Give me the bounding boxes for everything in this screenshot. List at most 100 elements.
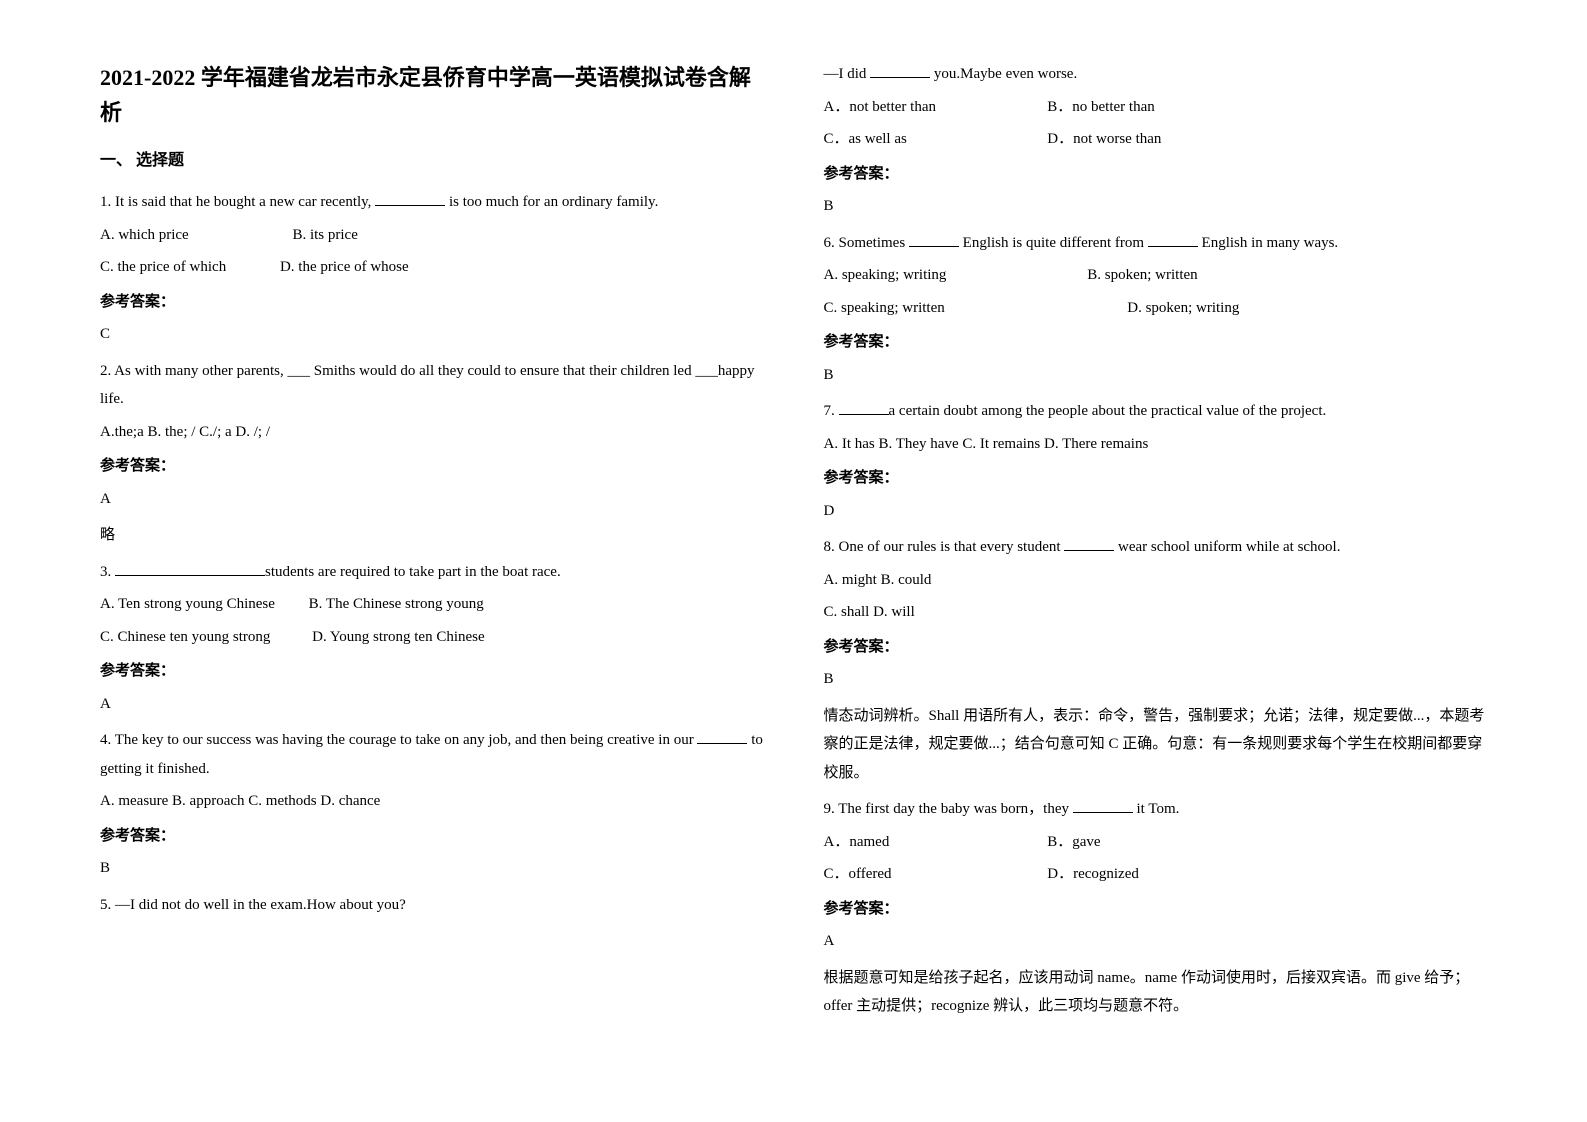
question-3: 3. students are required to take part in… — [100, 558, 764, 719]
q4-stem: 4. The key to our success was having the… — [100, 726, 764, 783]
answer-label: 参考答案： — [100, 657, 764, 686]
q6-opt-d: D. spoken; writing — [1127, 300, 1239, 316]
q1-opt-a: A. which price — [100, 221, 189, 250]
answer-label: 参考答案： — [824, 328, 1488, 357]
section-header: 一、 选择题 — [100, 146, 764, 170]
answer-label: 参考答案： — [824, 160, 1488, 189]
q3-answer: A — [100, 690, 764, 719]
q8-text-b: wear school uniform while at school. — [1114, 539, 1340, 555]
q9-explanation: 根据题意可知是给孩子起名，应该用动词 name。name 作动词使用时，后接双宾… — [824, 964, 1488, 1021]
question-5-part2: —I did you.Maybe even worse. A．not bette… — [824, 60, 1488, 221]
q3-text-a: 3. — [100, 564, 115, 580]
q1-opt-c: C. the price of which — [100, 253, 226, 282]
q6-text-b: English is quite different from — [959, 235, 1148, 251]
q8-answer: B — [824, 665, 1488, 694]
answer-label: 参考答案： — [100, 822, 764, 851]
q9-opt-c: C．offered — [824, 860, 1044, 889]
q5-line2a: —I did — [824, 66, 871, 82]
q1-opt-b: B. its price — [292, 221, 357, 250]
q2-options: A.the;a B. the; / C./; a D. /; / — [100, 418, 764, 447]
q5-options-row1: A．not better than B．no better than — [824, 93, 1488, 122]
q3-opt-b: B. The Chinese strong young — [309, 590, 484, 619]
q5-opt-b: B．no better than — [1047, 99, 1154, 115]
q6-options-row1: A. speaking; writing B. spoken; written — [824, 261, 1488, 290]
q6-text-c: English in many ways. — [1198, 235, 1338, 251]
question-2: 2. As with many other parents, ___ Smith… — [100, 357, 764, 550]
q5-opt-c: C．as well as — [824, 125, 1044, 154]
question-9: 9. The first day the baby was born，they … — [824, 795, 1488, 1021]
q5-options-row2: C．as well as D．not worse than — [824, 125, 1488, 154]
q3-opt-d: D. Young strong ten Chinese — [312, 623, 485, 652]
q9-opt-d: D．recognized — [1047, 866, 1139, 882]
answer-label: 参考答案： — [100, 288, 764, 317]
q1-answer: C — [100, 320, 764, 349]
question-4: 4. The key to our success was having the… — [100, 726, 764, 883]
q9-options-row2: C．offered D．recognized — [824, 860, 1488, 889]
q8-options-line2: C. shall D. will — [824, 598, 1488, 627]
q9-options-row1: A．named B．gave — [824, 828, 1488, 857]
answer-label: 参考答案： — [100, 452, 764, 481]
q7-text-a: 7. — [824, 403, 839, 419]
blank — [909, 231, 959, 247]
blank — [1073, 797, 1133, 813]
q9-answer: A — [824, 927, 1488, 956]
q8-explanation: 情态动词辨析。Shall 用语所有人，表示：命令，警告，强制要求；允诺；法律，规… — [824, 702, 1488, 788]
blank — [870, 62, 930, 78]
q6-opt-b: B. spoken; written — [1087, 267, 1197, 283]
q3-stem: 3. students are required to take part in… — [100, 558, 764, 587]
q9-opt-a: A．named — [824, 828, 1044, 857]
q1-options-row2: C. the price of which D. the price of wh… — [100, 253, 764, 282]
q5-opt-a: A．not better than — [824, 93, 1044, 122]
page-container: 2021-2022 学年福建省龙岩市永定县侨育中学高一英语模拟试卷含解析 一、 … — [0, 0, 1587, 1069]
q9-opt-b: B．gave — [1047, 834, 1100, 850]
question-8: 8. One of our rules is that every studen… — [824, 533, 1488, 787]
q2-answer: A — [100, 485, 764, 514]
right-column: —I did you.Maybe even worse. A．not bette… — [824, 60, 1488, 1029]
q4-text-a: 4. The key to our success was having the… — [100, 732, 697, 748]
q5-opt-d: D．not worse than — [1047, 131, 1161, 147]
q1-text-b: is too much for an ordinary family. — [445, 194, 658, 210]
question-6: 6. Sometimes English is quite different … — [824, 229, 1488, 390]
q8-options-line1: A. might B. could — [824, 566, 1488, 595]
exam-title: 2021-2022 学年福建省龙岩市永定县侨育中学高一英语模拟试卷含解析 — [100, 60, 764, 130]
q9-text-b: it Tom. — [1133, 801, 1180, 817]
question-5-part1: 5. —I did not do well in the exam.How ab… — [100, 891, 764, 920]
blank — [1148, 231, 1198, 247]
q8-text-a: 8. One of our rules is that every studen… — [824, 539, 1065, 555]
q2-stem: 2. As with many other parents, ___ Smith… — [100, 357, 764, 414]
q6-opt-a: A. speaking; writing — [824, 261, 1084, 290]
q6-text-a: 6. Sometimes — [824, 235, 909, 251]
question-1: 1. It is said that he bought a new car r… — [100, 188, 764, 349]
q5-line1: 5. —I did not do well in the exam.How ab… — [100, 891, 764, 920]
q1-opt-d: D. the price of whose — [280, 253, 409, 282]
q1-text-a: 1. It is said that he bought a new car r… — [100, 194, 375, 210]
q3-options-row2: C. Chinese ten young strong D. Young str… — [100, 623, 764, 652]
answer-label: 参考答案： — [824, 895, 1488, 924]
q5-line2: —I did you.Maybe even worse. — [824, 60, 1488, 89]
question-7: 7. a certain doubt among the people abou… — [824, 397, 1488, 525]
q2-note: 略 — [100, 521, 764, 550]
q8-stem: 8. One of our rules is that every studen… — [824, 533, 1488, 562]
q1-options-row1: A. which price B. its price — [100, 221, 764, 250]
q5-answer: B — [824, 192, 1488, 221]
q3-text-b: students are required to take part in th… — [265, 564, 561, 580]
q7-stem: 7. a certain doubt among the people abou… — [824, 397, 1488, 426]
blank — [115, 560, 265, 576]
q5-line2b: you.Maybe even worse. — [930, 66, 1077, 82]
q6-opt-c: C. speaking; written — [824, 294, 1124, 323]
blank — [375, 190, 445, 206]
q7-options: A. It has B. They have C. It remains D. … — [824, 430, 1488, 459]
q4-options: A. measure B. approach C. methods D. cha… — [100, 787, 764, 816]
q3-opt-a: A. Ten strong young Chinese — [100, 590, 275, 619]
q9-stem: 9. The first day the baby was born，they … — [824, 795, 1488, 824]
q7-text-b: a certain doubt among the people about t… — [889, 403, 1327, 419]
q6-stem: 6. Sometimes English is quite different … — [824, 229, 1488, 258]
q7-answer: D — [824, 497, 1488, 526]
answer-label: 参考答案： — [824, 464, 1488, 493]
blank — [1064, 535, 1114, 551]
q6-options-row2: C. speaking; written D. spoken; writing — [824, 294, 1488, 323]
q6-answer: B — [824, 361, 1488, 390]
left-column: 2021-2022 学年福建省龙岩市永定县侨育中学高一英语模拟试卷含解析 一、 … — [100, 60, 764, 1029]
blank — [697, 728, 747, 744]
q4-answer: B — [100, 854, 764, 883]
